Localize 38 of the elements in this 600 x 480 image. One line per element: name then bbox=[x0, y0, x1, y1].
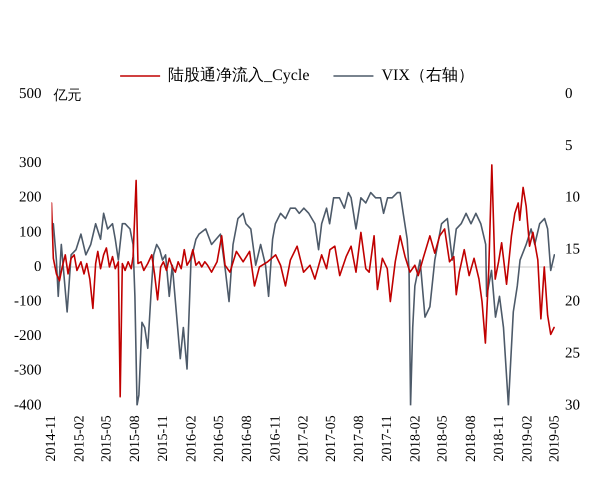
x-tick-label: 2016-05 bbox=[212, 415, 227, 462]
x-tick-label: 2015-11 bbox=[156, 415, 172, 462]
x-tick-label: 2017-02 bbox=[296, 415, 312, 462]
y-tick-label: -300 bbox=[14, 362, 42, 379]
y2-tick-label: 0 bbox=[565, 86, 572, 102]
y2-tick-label: 5 bbox=[565, 138, 572, 154]
x-tick-label: 2015-02 bbox=[72, 415, 88, 462]
x-tick-label: 2017-08 bbox=[352, 415, 368, 462]
x-tick-label: 2017-05 bbox=[324, 415, 339, 462]
y-tick-label: -200 bbox=[14, 328, 42, 344]
y2-tick-label: 15 bbox=[565, 242, 580, 258]
y-tick-label: 300 bbox=[18, 155, 42, 172]
y-tick-label: 100 bbox=[18, 224, 42, 240]
y-tick-label: 0 bbox=[34, 258, 42, 275]
x-tick-label: 2016-02 bbox=[184, 415, 200, 462]
x-tick-label: 2016-08 bbox=[240, 415, 256, 462]
y-tick-label: 500 bbox=[18, 86, 42, 102]
y-tick-label: -400 bbox=[14, 397, 42, 414]
x-tick-label: 2018-11 bbox=[492, 415, 508, 462]
x-tick-label: 2018-02 bbox=[408, 415, 424, 462]
y2-tick-label: 10 bbox=[565, 190, 580, 206]
y-tick-label: 200 bbox=[18, 190, 42, 206]
x-tick-label: 2019-02 bbox=[520, 415, 536, 462]
x-tick-label: 2016-11 bbox=[268, 415, 284, 462]
y2-tick-label: 20 bbox=[565, 293, 580, 310]
y-axis-title: 亿元 bbox=[52, 88, 82, 104]
y2-tick-label: 25 bbox=[565, 345, 580, 362]
y-tick-label: -100 bbox=[14, 293, 42, 310]
x-tick-label: 2018-08 bbox=[464, 415, 479, 462]
legend-label: VIX（右轴） bbox=[381, 66, 474, 84]
x-tick-label: 2014-11 bbox=[44, 415, 60, 462]
x-tick-label: 2015-05 bbox=[100, 415, 115, 462]
legend-label: 陆股通净流入_Cycle bbox=[168, 66, 310, 84]
x-tick-label: 2017-11 bbox=[380, 415, 396, 462]
x-tick-label: 2019-05 bbox=[548, 415, 563, 462]
x-tick-label: 2015-08 bbox=[128, 415, 143, 462]
x-tick-label: 2018-05 bbox=[436, 415, 451, 462]
y2-tick-label: 30 bbox=[565, 397, 580, 414]
